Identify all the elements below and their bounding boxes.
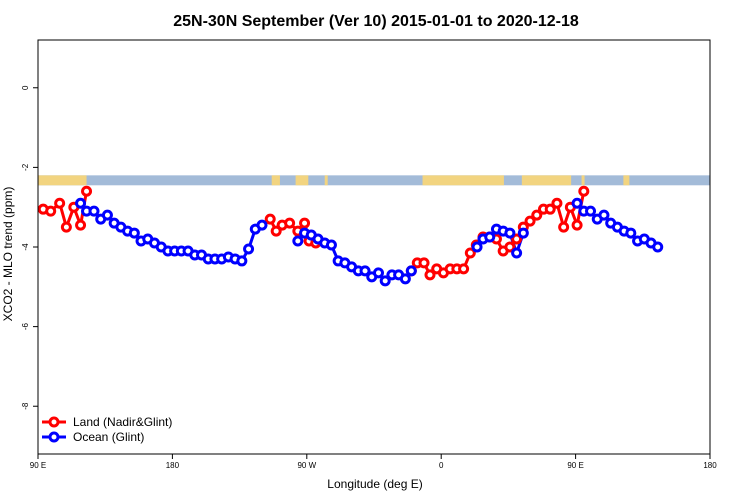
ocean-data-point bbox=[571, 197, 583, 209]
land-data-point bbox=[551, 197, 563, 209]
land-mask-band bbox=[38, 175, 710, 186]
ocean-data-point bbox=[511, 247, 523, 259]
ocean-data-point bbox=[517, 227, 529, 239]
x-tick-label: 180 bbox=[166, 461, 180, 470]
series-points bbox=[37, 185, 664, 287]
legend-ocean-marker bbox=[48, 431, 60, 443]
ocean-data-point bbox=[243, 243, 255, 255]
y-tick-label: -4 bbox=[21, 243, 30, 251]
legend-land-marker bbox=[48, 416, 60, 428]
y-axis: 0 -2 -4 -6 -8 bbox=[21, 85, 38, 410]
ocean-data-point bbox=[399, 273, 411, 285]
land-mask-segment bbox=[581, 175, 585, 186]
land-mask-segment bbox=[623, 175, 630, 186]
x-tick-label: 0 bbox=[439, 461, 444, 470]
y-axis-label: XCO2 - MLO trend (ppm) bbox=[1, 187, 15, 322]
legend-item-ocean: Ocean (Glint) bbox=[42, 430, 144, 444]
ocean-data-point bbox=[325, 239, 337, 251]
ocean-data-point bbox=[585, 205, 597, 217]
plot-frame bbox=[37, 39, 711, 455]
land-data-point bbox=[60, 221, 72, 233]
land-data-point bbox=[264, 213, 276, 225]
land-data-point bbox=[458, 263, 470, 275]
ocean-data-point bbox=[379, 275, 391, 287]
land-data-point bbox=[284, 217, 296, 229]
ocean-data-point bbox=[504, 227, 516, 239]
land-data-point bbox=[531, 209, 543, 221]
land-data-point bbox=[578, 185, 590, 197]
land-data-point bbox=[524, 215, 536, 227]
legend-item-land: Land (Nadir&Glint) bbox=[42, 415, 172, 429]
ocean-data-point bbox=[75, 197, 87, 209]
ocean-data-point bbox=[292, 235, 304, 247]
ocean-data-point bbox=[484, 231, 496, 243]
land-mask-segment bbox=[324, 175, 328, 186]
ocean-data-point bbox=[405, 265, 417, 277]
land-data-point bbox=[418, 257, 430, 269]
land-data-point bbox=[270, 225, 282, 237]
land-mask-segment bbox=[295, 175, 309, 186]
land-mask-segment bbox=[521, 175, 572, 186]
land-data-point bbox=[45, 205, 57, 217]
y-tick-label: 0 bbox=[21, 85, 30, 90]
land-data-point bbox=[544, 203, 556, 215]
ocean-data-point bbox=[652, 241, 664, 253]
ocean-data-point bbox=[88, 205, 100, 217]
y-tick-label: -8 bbox=[21, 402, 30, 410]
ocean-data-point bbox=[625, 227, 637, 239]
land-mask-segment bbox=[38, 175, 87, 186]
ocean-data-point bbox=[471, 241, 483, 253]
land-mask-segment bbox=[422, 175, 504, 186]
land-data-point bbox=[504, 241, 516, 253]
legend-land-label: Land (Nadir&Glint) bbox=[73, 415, 172, 429]
legend-ocean-label: Ocean (Glint) bbox=[73, 430, 144, 444]
land-data-point bbox=[571, 219, 583, 231]
chart-title: 25N-30N September (Ver 10) 2015-01-01 to… bbox=[173, 13, 579, 30]
x-tick-label: 90 W bbox=[297, 461, 316, 470]
ocean-data-point bbox=[598, 209, 610, 221]
ocean-data-point bbox=[372, 267, 384, 279]
ocean-data-point bbox=[236, 255, 248, 267]
y-tick-label: -2 bbox=[21, 163, 30, 171]
ocean-data-point bbox=[256, 219, 268, 231]
land-data-point bbox=[464, 247, 476, 259]
ocean-data-point bbox=[101, 209, 113, 221]
x-axis-label: Longitude (deg E) bbox=[327, 477, 422, 491]
ocean-mask bbox=[38, 175, 710, 186]
y-tick-label: -6 bbox=[21, 323, 30, 331]
land-data-point bbox=[558, 221, 570, 233]
x-tick-label: 180 bbox=[703, 461, 717, 470]
land-data-point bbox=[424, 269, 436, 281]
land-data-point bbox=[299, 217, 311, 229]
legend: Land (Nadir&Glint) Ocean (Glint) bbox=[42, 415, 172, 444]
x-tick-label: 90 E bbox=[30, 461, 46, 470]
land-data-point bbox=[75, 219, 87, 231]
land-data-point bbox=[81, 185, 93, 197]
land-data-point bbox=[511, 233, 523, 245]
land-data-point bbox=[54, 197, 66, 209]
ocean-data-point bbox=[359, 265, 371, 277]
ocean-data-point bbox=[128, 227, 140, 239]
land-mask-segment bbox=[271, 175, 280, 186]
x-tick-label: 90 E bbox=[567, 461, 583, 470]
x-axis: 90 E 180 90 W 0 90 E 180 bbox=[30, 454, 717, 470]
